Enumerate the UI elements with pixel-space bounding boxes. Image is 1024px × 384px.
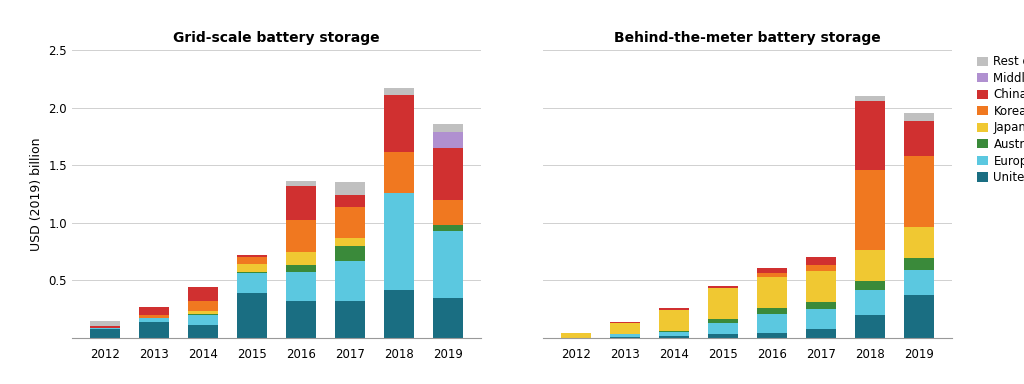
Bar bbox=[188, 325, 218, 338]
Bar bbox=[287, 301, 315, 338]
Bar bbox=[709, 319, 737, 323]
Bar bbox=[806, 302, 836, 309]
Bar bbox=[335, 195, 365, 207]
Bar bbox=[287, 186, 315, 220]
Bar bbox=[904, 156, 934, 227]
Bar bbox=[335, 182, 365, 195]
Bar bbox=[855, 250, 885, 281]
Bar bbox=[758, 277, 786, 308]
Bar bbox=[904, 227, 934, 258]
Bar bbox=[433, 225, 463, 231]
Bar bbox=[709, 334, 737, 338]
Bar bbox=[238, 257, 266, 264]
Bar bbox=[287, 181, 315, 186]
Bar bbox=[433, 200, 463, 225]
Title: Behind-the-meter battery storage: Behind-the-meter battery storage bbox=[614, 31, 881, 45]
Bar bbox=[433, 124, 463, 132]
Bar bbox=[758, 314, 786, 333]
Bar bbox=[758, 268, 786, 273]
Bar bbox=[610, 337, 640, 338]
Bar bbox=[433, 298, 463, 338]
Bar bbox=[384, 152, 414, 193]
Bar bbox=[758, 273, 786, 277]
Bar bbox=[287, 252, 315, 265]
Bar bbox=[855, 281, 885, 290]
Bar bbox=[433, 148, 463, 200]
Bar bbox=[806, 265, 836, 271]
Bar bbox=[335, 246, 365, 261]
Bar bbox=[238, 255, 266, 257]
Bar bbox=[384, 290, 414, 338]
Bar bbox=[238, 273, 266, 293]
Bar bbox=[610, 322, 640, 323]
Bar bbox=[335, 207, 365, 238]
Bar bbox=[384, 193, 414, 290]
Bar bbox=[904, 270, 934, 295]
Bar bbox=[659, 331, 689, 332]
Title: Grid-scale battery storage: Grid-scale battery storage bbox=[173, 31, 380, 45]
Bar bbox=[806, 257, 836, 265]
Bar bbox=[904, 258, 934, 270]
Bar bbox=[384, 88, 414, 95]
Bar bbox=[384, 95, 414, 152]
Bar bbox=[90, 328, 120, 329]
Bar bbox=[90, 329, 120, 338]
Bar bbox=[806, 271, 836, 302]
Bar bbox=[709, 288, 737, 319]
Bar bbox=[758, 333, 786, 338]
Bar bbox=[335, 301, 365, 338]
Bar bbox=[238, 293, 266, 338]
Bar bbox=[188, 311, 218, 314]
Bar bbox=[287, 220, 315, 252]
Bar bbox=[806, 309, 836, 329]
Bar bbox=[904, 295, 934, 338]
Bar bbox=[659, 308, 689, 310]
Bar bbox=[806, 329, 836, 338]
Bar bbox=[90, 326, 120, 328]
Bar bbox=[758, 308, 786, 314]
Bar bbox=[904, 113, 934, 121]
Bar bbox=[188, 315, 218, 325]
Bar bbox=[287, 265, 315, 272]
Bar bbox=[188, 314, 218, 315]
Bar bbox=[855, 170, 885, 250]
Bar bbox=[855, 290, 885, 315]
Y-axis label: USD (2019) billion: USD (2019) billion bbox=[30, 137, 43, 251]
Bar bbox=[90, 321, 120, 326]
Bar bbox=[238, 264, 266, 272]
Bar bbox=[659, 332, 689, 336]
Bar bbox=[561, 333, 591, 338]
Bar bbox=[709, 323, 737, 334]
Bar bbox=[188, 301, 218, 311]
Bar bbox=[855, 101, 885, 170]
Bar bbox=[238, 272, 266, 273]
Bar bbox=[659, 336, 689, 338]
Legend: Rest of the world, Middle East, China, Korea, Japan, Australia, Europe, United S: Rest of the world, Middle East, China, K… bbox=[975, 53, 1024, 187]
Bar bbox=[709, 286, 737, 288]
Bar bbox=[610, 323, 640, 334]
Bar bbox=[139, 315, 169, 318]
Bar bbox=[659, 310, 689, 331]
Bar bbox=[139, 322, 169, 338]
Bar bbox=[610, 334, 640, 337]
Bar bbox=[139, 318, 169, 322]
Bar bbox=[855, 315, 885, 338]
Bar bbox=[335, 238, 365, 246]
Bar bbox=[433, 231, 463, 298]
Bar bbox=[855, 96, 885, 101]
Bar bbox=[904, 121, 934, 156]
Bar bbox=[287, 272, 315, 301]
Bar bbox=[335, 261, 365, 301]
Bar bbox=[139, 307, 169, 315]
Bar bbox=[433, 132, 463, 148]
Bar bbox=[188, 287, 218, 301]
